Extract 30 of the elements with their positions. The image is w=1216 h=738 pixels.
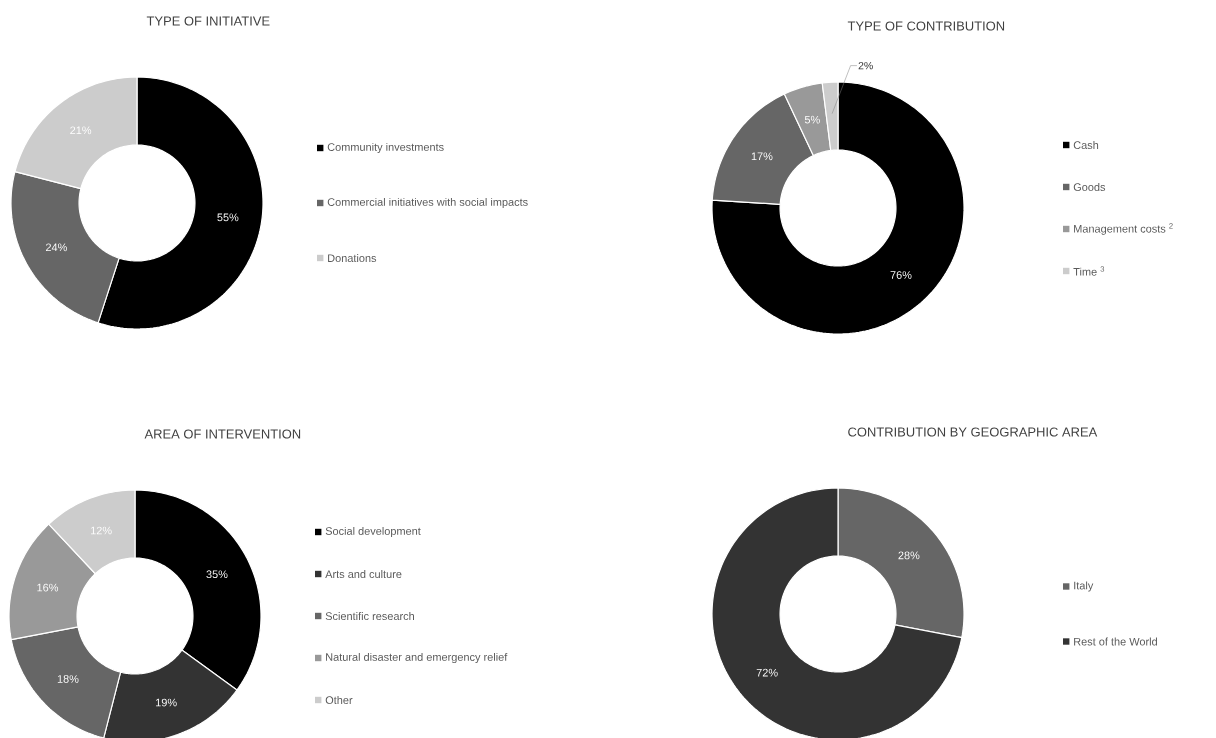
legend-label: Time $^{3}$ (1073, 266, 1105, 276)
data-label: 35% (206, 570, 228, 579)
chart-title: CONTRIBUTION BY GEOGRAPHIC AREA (848, 427, 1098, 437)
legend-label: Goods (1073, 182, 1106, 192)
legend-label: Social development (325, 526, 421, 538)
data-label: 24% (45, 243, 67, 252)
chart-title: AREA OF INTERVENTION (144, 429, 301, 439)
data-label: 16% (37, 583, 59, 592)
data-label: 2% (858, 61, 873, 70)
chart-title: TYPE OF INITIATIVE (146, 16, 270, 26)
legend-label: Management costs $^{2}$ (1074, 223, 1173, 235)
chart-title: TYPE OF CONTRIBUTION (847, 21, 1005, 31)
legend-label: Donations (328, 253, 377, 263)
legend-label: Arts and culture (325, 569, 402, 579)
legend-label: Scientific research (325, 611, 414, 621)
legend-label: Other (325, 695, 353, 705)
legend-label: Community investments (327, 142, 444, 154)
data-label: 18% (57, 675, 79, 683)
data-label: 19% (156, 698, 177, 707)
data-label: 17% (751, 152, 773, 161)
data-label: 76% (890, 271, 912, 279)
legend-label: Commercial initiatives with social impacts (327, 197, 528, 209)
legend-label: Cash (1073, 140, 1099, 150)
data-label: 28% (898, 551, 920, 560)
data-label: 5% (804, 115, 820, 124)
data-label: 72% (756, 668, 778, 677)
legend-label: Natural disaster and emergency relief (326, 652, 508, 664)
data-label: 55% (217, 213, 239, 222)
legend-label: Italy (1074, 581, 1094, 592)
legend-label: Rest of the World (1074, 637, 1157, 646)
